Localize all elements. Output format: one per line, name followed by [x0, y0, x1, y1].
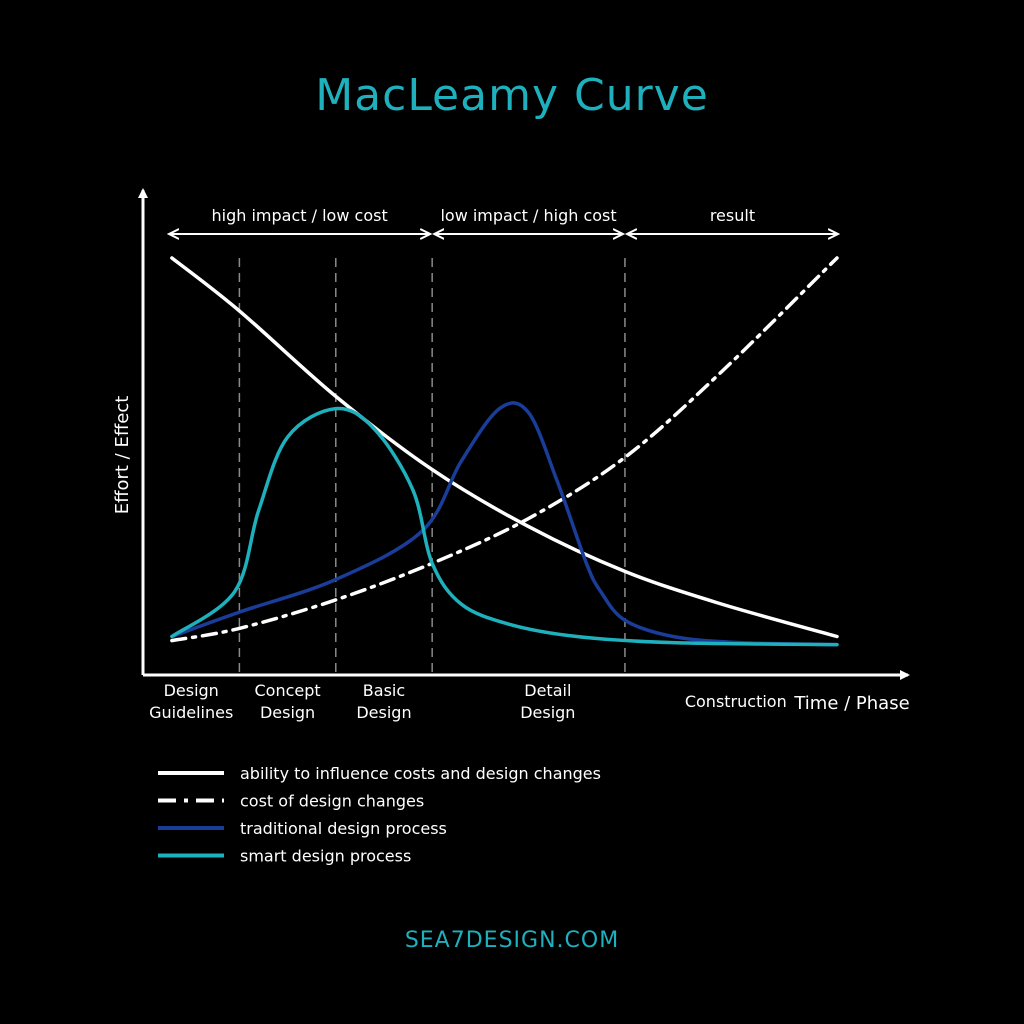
- phase-label-1-0: Concept: [254, 681, 320, 700]
- phase-label-1-1: Design: [260, 703, 315, 722]
- legend-label-2: traditional design process: [240, 819, 447, 838]
- phase-labels: Design Guidelines Concept Design Basic Design…: [149, 681, 787, 722]
- series-line-smart-design-process: [170, 406, 839, 647]
- zone-label-1: low impact / high cost: [440, 206, 616, 225]
- impact-zones: high impact / low cost low impact / high …: [169, 206, 838, 234]
- series-line-ability-to-influence-costs-and-design-changes: [170, 256, 839, 639]
- series-lines: [170, 256, 839, 647]
- legend-label-3: smart design process: [240, 847, 411, 866]
- y-axis-label: Effort / Effect: [112, 396, 133, 515]
- phase-label-0-0: Design: [164, 681, 219, 700]
- legend: ability to influence costs and design ch…: [158, 764, 601, 866]
- series-line-traditional-design-process: [170, 401, 839, 647]
- chart-title: MacLeamy Curve: [315, 70, 709, 121]
- phase-label-2-0: Basic: [363, 681, 405, 700]
- x-axis-label: Time / Phase: [793, 693, 909, 714]
- phase-label-2-1: Design: [356, 703, 411, 722]
- legend-label-1: cost of design changes: [240, 792, 424, 811]
- phase-label-3-1: Design: [520, 703, 575, 722]
- phase-label-0-1: Guidelines: [149, 703, 233, 722]
- legend-label-0: ability to influence costs and design ch…: [240, 764, 601, 783]
- brand-link[interactable]: SEA7DESIGN.COM: [405, 928, 619, 953]
- phase-label-4-0: Construction: [685, 692, 787, 711]
- phase-label-3-0: Detail: [524, 681, 571, 700]
- zone-label-0: high impact / low cost: [212, 206, 388, 225]
- zone-label-2: result: [710, 206, 755, 225]
- phase-boundaries: [238, 258, 626, 675]
- series-line-cost-of-design-changes: [170, 256, 839, 643]
